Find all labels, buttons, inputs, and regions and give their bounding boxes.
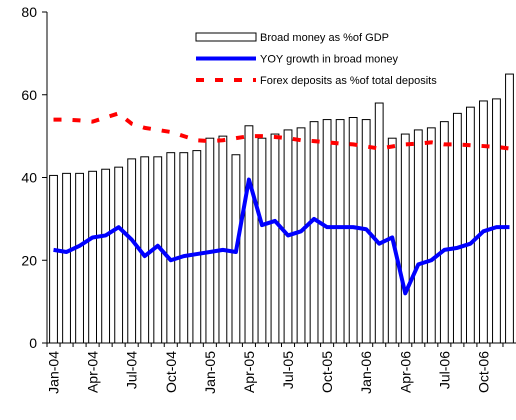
x-tick-label: Oct-04 <box>163 351 179 393</box>
bar <box>479 100 488 344</box>
line-series <box>53 111 510 151</box>
bar <box>88 170 98 344</box>
x-tick-label: Apr-05 <box>241 351 257 393</box>
bar <box>257 137 267 344</box>
bar <box>218 135 228 344</box>
bar <box>75 172 84 344</box>
bar <box>179 152 189 344</box>
x-tick-label: Jul-04 <box>124 351 140 389</box>
x-tick-label: Jul-05 <box>280 351 296 389</box>
bar <box>49 174 58 344</box>
y-tick-label: 40 <box>21 170 37 186</box>
line-series <box>53 177 510 296</box>
bar <box>374 102 384 344</box>
legend-label: Forex deposits as %of total deposits <box>260 75 437 87</box>
bar <box>309 121 319 344</box>
x-tick-label: Oct-05 <box>319 351 335 393</box>
bar <box>452 112 462 344</box>
bar <box>192 150 202 344</box>
y-tick-label: 0 <box>29 335 37 351</box>
bar <box>322 119 332 344</box>
bar <box>166 152 176 344</box>
bar <box>244 125 254 344</box>
bar <box>296 127 306 344</box>
x-tick-label: Oct-06 <box>475 351 491 393</box>
bar <box>413 129 423 344</box>
bar <box>348 117 358 344</box>
legend-swatch <box>195 32 257 42</box>
bar <box>270 133 280 344</box>
bar <box>205 137 215 344</box>
bar <box>465 106 475 344</box>
x-tick-label: Jan-04 <box>46 351 62 394</box>
bar <box>426 127 436 344</box>
x-tick-label: Jan-05 <box>202 351 218 394</box>
bar <box>101 168 111 344</box>
legend-label: Broad money as %of GDP <box>260 32 389 44</box>
y-tick-label: 60 <box>21 87 37 103</box>
x-tick-label: Jul-06 <box>436 351 452 389</box>
bar <box>62 172 71 344</box>
x-tick-label: Apr-06 <box>397 351 413 393</box>
x-tick-label: Jan-06 <box>358 351 374 394</box>
y-tick-label: 80 <box>21 4 37 20</box>
bar <box>492 98 501 344</box>
bar <box>114 166 124 344</box>
legend-label: YOY growth in broad money <box>260 53 398 65</box>
y-tick-label: 20 <box>21 252 37 268</box>
bar <box>335 119 345 344</box>
bar <box>127 158 137 344</box>
x-tick-label: Apr-04 <box>85 351 101 393</box>
bar <box>400 133 410 344</box>
bar <box>439 121 449 344</box>
bar <box>505 73 514 344</box>
